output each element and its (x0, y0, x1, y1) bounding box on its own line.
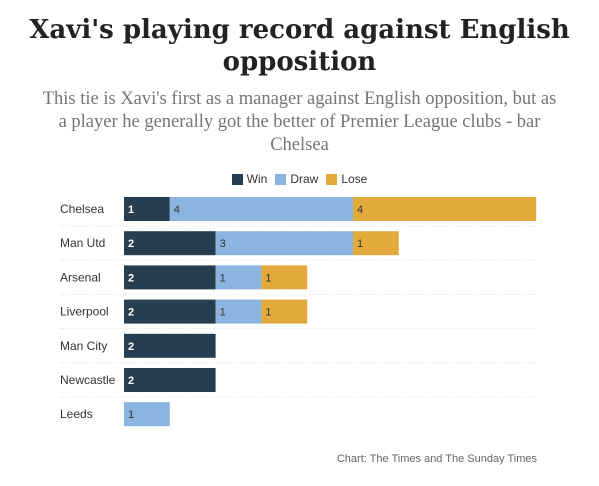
data-label-man-utd-lose: 1 (357, 238, 363, 250)
data-label-chelsea-win: 1 (128, 204, 134, 216)
legend-item-win: Win (231, 172, 268, 186)
bar-chelsea-win (124, 197, 170, 221)
bar-newcastle-win (124, 368, 216, 392)
bar-man-utd-lose (353, 231, 399, 256)
data-label-chelsea-draw: 4 (174, 204, 180, 216)
bar-chelsea-lose (353, 197, 537, 221)
data-label-arsenal-draw: 1 (220, 272, 226, 284)
data-label-chelsea-lose: 4 (357, 204, 363, 216)
category-label-leeds: Leeds (60, 407, 93, 421)
legend-swatch-win (231, 173, 243, 185)
legend-item-lose: Lose (326, 172, 367, 186)
legend-item-draw: Draw (275, 172, 318, 186)
bar-arsenal-draw (215, 265, 262, 290)
category-label-newcastle: Newcastle (60, 373, 116, 387)
category-label-man-utd: Man Utd (60, 236, 105, 250)
bar-chelsea-draw (169, 197, 353, 221)
bar-liverpool-win (124, 299, 216, 324)
chart-subtitle: This tie is Xavi's first as a manager ag… (42, 89, 557, 155)
data-label-newcastle-win: 2 (128, 375, 134, 387)
bar-arsenal-win (124, 265, 216, 290)
chart-legend: Win Draw Lose (0, 171, 599, 187)
data-label-liverpool-draw: 1 (220, 307, 226, 319)
data-label-arsenal-win: 2 (128, 272, 134, 284)
bar-liverpool-draw (215, 299, 262, 324)
legend-swatch-draw (275, 173, 287, 185)
data-label-liverpool-lose: 1 (265, 307, 271, 319)
category-label-arsenal: Arsenal (60, 270, 101, 284)
bar-man-utd-draw (215, 231, 353, 256)
data-label-man-utd-win: 2 (128, 238, 134, 250)
legend-label-draw: Draw (290, 172, 319, 186)
data-label-arsenal-lose: 1 (265, 272, 271, 284)
bar-arsenal-lose (261, 265, 308, 290)
chart-credit: Chart: The Times and The Sunday Times (336, 453, 537, 465)
data-label-liverpool-win: 2 (128, 307, 134, 319)
bar-man-city-win (124, 333, 216, 358)
legend-swatch-lose (326, 173, 338, 185)
bar-leeds-draw (124, 402, 170, 427)
data-label-man-city-win: 2 (128, 341, 134, 353)
legend-label-win: Win (246, 172, 268, 186)
bar-liverpool-lose (261, 299, 308, 324)
chart-title: Xavi's playing record against English op… (29, 15, 570, 77)
category-label-chelsea: Chelsea (60, 202, 104, 216)
category-label-man-city: Man City (60, 339, 107, 353)
legend-label-lose: Lose (341, 172, 368, 186)
data-label-leeds-draw: 1 (128, 409, 134, 421)
data-label-man-utd-draw: 3 (220, 238, 226, 250)
category-label-liverpool: Liverpool (60, 305, 109, 319)
bar-man-utd-win (124, 231, 216, 256)
